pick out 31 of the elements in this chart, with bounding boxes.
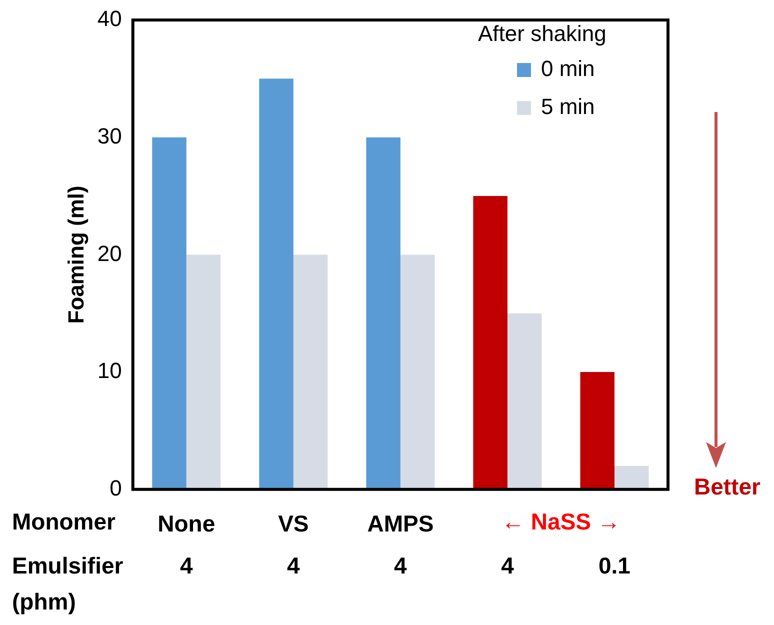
bar <box>152 137 186 490</box>
bar <box>186 254 221 490</box>
legend-title: After shaking <box>478 21 606 46</box>
bar <box>259 78 294 490</box>
y-tick-label: 0 <box>110 475 122 500</box>
text: 4 <box>180 552 193 579</box>
bar <box>507 313 542 490</box>
bar <box>614 466 649 490</box>
y-tick-label: 20 <box>97 240 122 266</box>
y-axis-title: Foaming (ml) <box>63 186 88 324</box>
bar <box>580 372 614 490</box>
legend-label: 0 min <box>541 56 595 82</box>
bar <box>366 137 400 490</box>
x-tick-label: AMPS <box>367 510 434 537</box>
text: Better <box>694 474 761 500</box>
text: ← NaSS → <box>502 508 620 535</box>
x-tick-label: VS <box>278 510 309 537</box>
legend-label: 5 min <box>541 94 595 120</box>
bar <box>400 254 435 490</box>
bar <box>293 254 328 490</box>
text: 4 <box>394 552 408 579</box>
y-tick-label: 30 <box>97 123 122 148</box>
y-tick-label: 40 <box>97 6 122 32</box>
bar <box>473 196 508 490</box>
x-tick-label: None <box>158 510 216 537</box>
text: 4 <box>287 552 300 579</box>
text: 4 <box>501 552 514 579</box>
text: Monomer <box>12 508 116 535</box>
text: 0.1 <box>598 552 631 579</box>
text: Emulsifier (phm) <box>12 552 124 615</box>
y-tick-label: 10 <box>97 358 122 384</box>
